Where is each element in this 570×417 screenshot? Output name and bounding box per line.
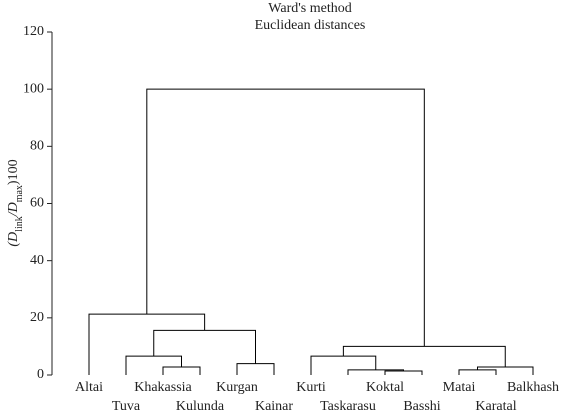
chart-title: Ward's method xyxy=(268,1,351,16)
dendrogram-link xyxy=(162,366,201,375)
dendrogram-link xyxy=(458,369,497,375)
y-tick-label: 80 xyxy=(30,139,44,154)
leaf-label: Kurti xyxy=(296,380,326,395)
chart-subtitle: Euclidean distances xyxy=(255,18,366,33)
leaf-label: Balkhash xyxy=(507,380,559,395)
y-label-part: )100 xyxy=(6,159,21,185)
dendrogram-link xyxy=(477,366,534,375)
leaf-label: Altai xyxy=(75,380,103,395)
dendrogram-link xyxy=(236,363,275,375)
leaf-label: Taskarasu xyxy=(320,399,376,414)
y-tick-label: 0 xyxy=(37,367,44,382)
y-tick-label: 20 xyxy=(30,310,44,325)
dendrogram-link xyxy=(342,345,506,367)
y-label-part: /D xyxy=(6,202,21,217)
leaf-label: Tuva xyxy=(112,399,141,414)
dendrogram-link xyxy=(146,88,425,347)
dendrogram-link xyxy=(88,313,206,375)
y-tick-label: 60 xyxy=(30,196,44,211)
dendrogram-link xyxy=(310,355,377,375)
leaf-label: Karatal xyxy=(475,399,516,414)
dendrogram-link xyxy=(125,355,182,375)
leaf-label: Koktal xyxy=(366,380,404,395)
dendrogram-link xyxy=(153,329,256,364)
leaf-label: Khakassia xyxy=(134,380,192,395)
y-label-part: (D xyxy=(6,232,21,247)
leaf-label: Kainar xyxy=(255,399,293,414)
y-tick-label: 100 xyxy=(23,81,44,96)
y-axis-label: (Dlink/Dmax)100 xyxy=(6,159,25,246)
leaf-label: Kulunda xyxy=(176,399,225,414)
dendrogram-link xyxy=(384,370,423,375)
leaf-label: Kurgan xyxy=(216,380,258,395)
leaf-label: Matai xyxy=(443,380,476,395)
y-label-subscript: link xyxy=(14,216,25,232)
y-label-subscript: max xyxy=(14,185,25,202)
leaf-label: Basshi xyxy=(403,399,440,414)
y-tick-label: 40 xyxy=(30,253,44,268)
y-tick-label: 120 xyxy=(23,24,44,39)
